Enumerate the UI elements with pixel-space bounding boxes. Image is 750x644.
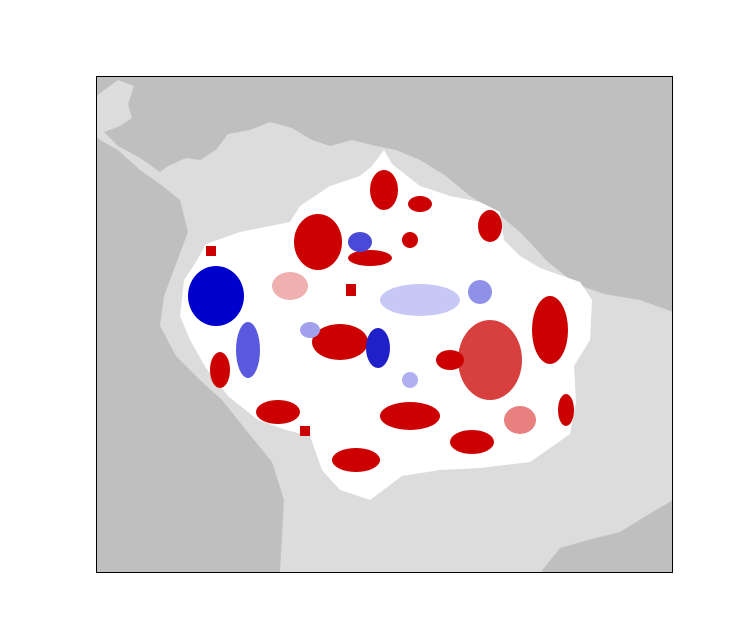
anomaly-patch [236, 322, 260, 378]
negative-anomalies [188, 232, 492, 388]
positive-anomalies [206, 170, 574, 472]
anomaly-patch [436, 350, 464, 370]
anomaly-patch [504, 406, 536, 434]
anomaly-patch [300, 426, 310, 436]
anomaly-patch [370, 170, 398, 210]
anomaly-patch [380, 402, 440, 430]
map-frame [96, 76, 673, 573]
anomaly-patch [532, 296, 568, 364]
anomaly-patch [256, 400, 300, 424]
anomaly-patch [366, 328, 390, 368]
anomaly-patch [210, 352, 230, 388]
anomaly-patch [558, 394, 574, 426]
anomaly-patch [346, 284, 356, 296]
anomaly-patch [458, 320, 522, 400]
anomaly-patch [408, 196, 432, 212]
anomaly-patch [402, 372, 418, 388]
anomaly-patch [312, 324, 368, 360]
anomaly-patch [294, 214, 342, 270]
anomaly-patch [450, 430, 494, 454]
anomaly-patch [300, 322, 320, 338]
anomaly-patch [402, 232, 418, 248]
anomaly-patch [272, 272, 308, 300]
map-content [96, 80, 673, 573]
anomaly-patch [478, 210, 502, 242]
anomaly-patch [332, 448, 380, 472]
anomaly-patch [348, 232, 372, 252]
anomaly-patch [468, 280, 492, 304]
anomaly-patch [206, 246, 216, 256]
anomaly-patch [188, 266, 244, 326]
anomaly-patch [348, 250, 392, 266]
anomaly-patch [380, 284, 460, 316]
